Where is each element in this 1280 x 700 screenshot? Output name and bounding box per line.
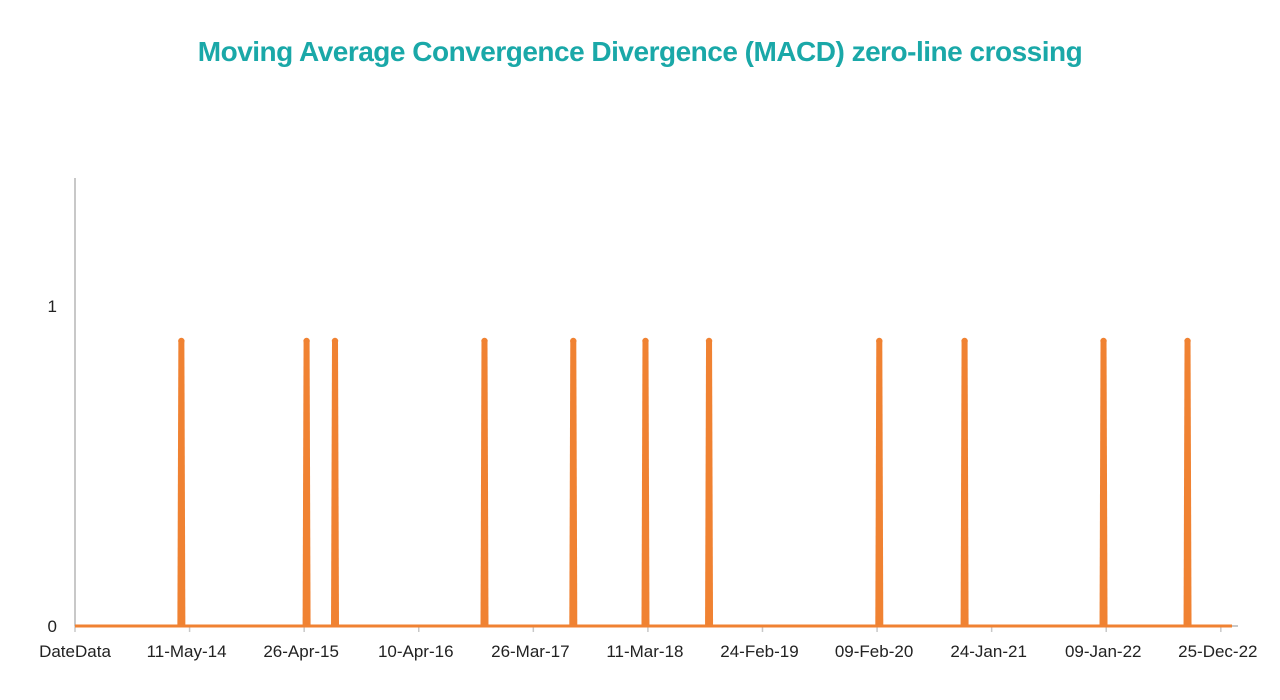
y-tick-label: 1 (48, 297, 57, 316)
spike-peak-point (303, 337, 310, 345)
spike-peak-point (570, 337, 577, 345)
crossing-spike (705, 341, 714, 626)
x-tick-label: 24-Jan-21 (950, 642, 1027, 661)
spike-peak-point (331, 337, 339, 345)
crossing-spike (960, 341, 969, 626)
x-tick-label: 10-Apr-16 (378, 642, 454, 661)
crossing-spike (1099, 341, 1108, 626)
crossing-spike (1183, 341, 1192, 626)
crossing-spike (875, 341, 884, 626)
crossing-spike (641, 341, 650, 626)
y-tick-label: 0 (48, 617, 57, 636)
axes (74, 178, 1238, 632)
spike-peak-point (481, 337, 488, 345)
x-tick-label: 09-Feb-20 (835, 642, 913, 661)
tick-labels: 0 1 DateData 11-May-14 26-Apr-15 10-Apr-16 26-… (39, 297, 1257, 661)
spike-peak-point (705, 337, 713, 345)
chart-title: Moving Average Convergence Divergence (M… (197, 36, 1083, 67)
crossing-spike (302, 341, 311, 626)
crossing-spike (331, 341, 340, 626)
crossing-spike (569, 341, 578, 626)
x-tick-label: 09-Jan-22 (1065, 642, 1142, 661)
spike-peak-point (1184, 337, 1191, 345)
x-tick-label: 26-Mar-17 (491, 642, 569, 661)
spike-peak-point (1100, 337, 1107, 345)
x-tick-label: 24-Feb-19 (720, 642, 798, 661)
spike-peak-point (642, 337, 649, 345)
series-layer (75, 337, 1232, 628)
spike-peak-point (961, 337, 968, 345)
spike-peak-point (178, 337, 185, 345)
x-tick-label: DateData (39, 642, 111, 661)
spike-peak-point (876, 337, 883, 345)
x-tick-label: 11-May-14 (147, 642, 227, 661)
x-tick-label: 11-Mar-18 (606, 642, 683, 661)
x-tick-label: 25-Dec-22 (1178, 642, 1257, 661)
crossing-spike (177, 341, 186, 626)
x-tick-label: 26-Apr-15 (263, 642, 339, 661)
crossing-spike (480, 341, 489, 626)
